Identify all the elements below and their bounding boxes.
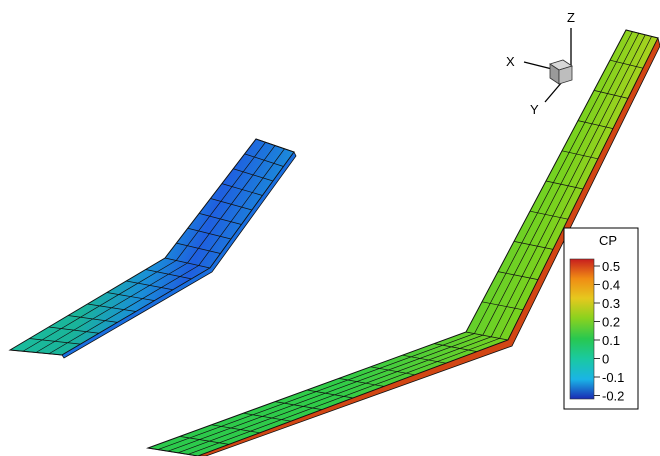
legend-tick-label: 0.4 bbox=[602, 278, 620, 293]
mesh-chord-line bbox=[497, 271, 539, 280]
mesh-chord-line bbox=[609, 59, 644, 69]
big-wing-mesh bbox=[147, 29, 659, 456]
mesh-chord-line bbox=[481, 301, 524, 311]
legend-tick-label: -0.1 bbox=[602, 370, 624, 385]
mesh-chord-line bbox=[593, 90, 629, 99]
mesh-chord-line bbox=[402, 354, 447, 364]
small-wing-mesh bbox=[9, 138, 295, 356]
mesh-span-line bbox=[22, 142, 266, 352]
mesh-chord-line bbox=[561, 150, 599, 160]
mesh-chord-line bbox=[275, 401, 323, 410]
legend-tick-label: 0.1 bbox=[602, 333, 620, 348]
color-legend: CP 0.5 0.4 0.3 0.2 0.1 0 -0.1 -0.2 bbox=[563, 227, 639, 410]
mesh-span-line bbox=[48, 148, 285, 355]
small-wing-surface bbox=[8, 138, 295, 356]
legend-tick-label: -0.2 bbox=[602, 389, 624, 404]
legend-title: CP bbox=[599, 233, 617, 248]
mesh-chord-line bbox=[147, 447, 199, 456]
big-wing bbox=[146, 29, 660, 456]
mesh-chord-line bbox=[338, 378, 385, 387]
legend-ticks: 0.5 0.4 0.3 0.2 0.1 0 -0.1 -0.2 bbox=[594, 259, 624, 404]
x-axis-label: X bbox=[506, 54, 515, 69]
small-wing bbox=[8, 138, 297, 359]
mesh-span-line bbox=[157, 31, 633, 450]
colorbar-strip bbox=[569, 258, 595, 400]
mesh-chord-line bbox=[179, 436, 230, 445]
mesh-chord-line bbox=[465, 331, 509, 341]
y-axis-line bbox=[544, 81, 563, 103]
legend-tick-label: 0.5 bbox=[602, 259, 620, 274]
mesh-chord-line bbox=[243, 412, 292, 422]
mesh-span-line bbox=[177, 34, 646, 454]
mesh-chord-line bbox=[434, 343, 478, 352]
mesh-chord-line bbox=[625, 29, 659, 39]
mesh-chord-line bbox=[529, 210, 569, 220]
orientation-axes: Z X Y bbox=[506, 10, 575, 117]
mesh-chord-line bbox=[545, 180, 584, 190]
orientation-cube bbox=[549, 59, 573, 85]
mesh-chord-line bbox=[370, 366, 416, 376]
y-axis-label: Y bbox=[530, 102, 539, 117]
mesh-span-line bbox=[35, 145, 276, 353]
mesh-chord-line bbox=[306, 389, 354, 399]
legend-tick-label: 0.3 bbox=[602, 296, 620, 311]
mesh-span-line bbox=[187, 36, 652, 455]
z-axis-label: Z bbox=[567, 10, 575, 25]
mesh-chord-line bbox=[513, 241, 554, 250]
mesh-chord-line bbox=[577, 120, 614, 129]
legend-tick-label: 0 bbox=[602, 352, 609, 367]
mesh-span-line bbox=[167, 33, 640, 452]
mesh-chord-line bbox=[211, 424, 261, 434]
legend-tick-label: 0.2 bbox=[602, 315, 620, 330]
